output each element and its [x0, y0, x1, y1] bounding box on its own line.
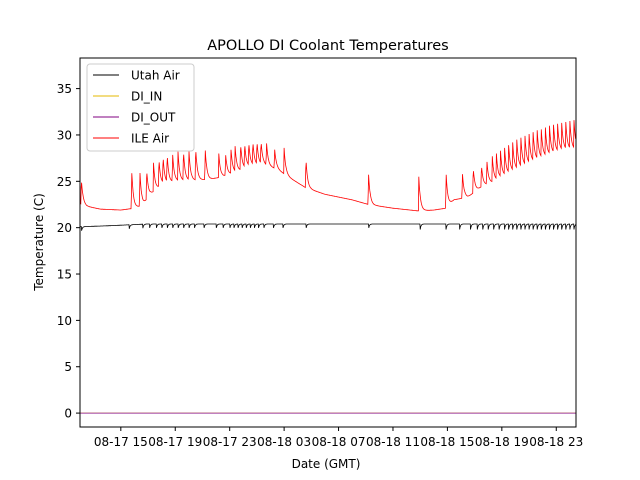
x-tick-label: 08-18 03	[257, 435, 311, 449]
x-tick-label: 08-18 07	[312, 435, 366, 449]
legend-label: ILE Air	[131, 132, 169, 146]
y-axis-label: Temperature (C)	[32, 193, 46, 292]
x-tick-label: 08-18 23	[529, 435, 583, 449]
x-tick-label: 08-17 19	[148, 435, 202, 449]
legend-label: Utah Air	[131, 69, 180, 83]
x-axis: 08-17 15 08-17 19 08-17 23 08-18 03 08-18 07…	[94, 427, 583, 449]
y-tick-label: 0	[64, 407, 72, 421]
y-tick-label: 35	[57, 82, 72, 96]
x-tick-label: 08-18 19	[475, 435, 529, 449]
legend-box	[86, 63, 195, 152]
y-tick-label: 5	[64, 360, 72, 374]
legend-item: DI_OUT	[93, 111, 176, 125]
y-tick-label: 10	[57, 314, 72, 328]
legend-item: ILE Air	[93, 132, 169, 146]
x-tick-label: 08-18 11	[366, 435, 420, 449]
plot-lines	[80, 120, 576, 414]
y-tick-label: 20	[57, 221, 72, 235]
y-tick-label: 25	[57, 175, 72, 189]
y-tick-label: 30	[57, 128, 72, 142]
legend-item: Utah Air	[93, 69, 180, 83]
legend-label: DI_OUT	[131, 111, 176, 125]
chart-title: APOLLO DI Coolant Temperatures	[207, 38, 448, 54]
x-tick-label: 08-17 15	[94, 435, 148, 449]
legend: Utah Air DI_IN DI_OUT ILE Air	[86, 63, 195, 152]
legend-label: DI_IN	[131, 90, 162, 104]
series-line-utah-air	[80, 223, 576, 231]
y-tick-label: 15	[57, 268, 72, 282]
series-line-ile-air	[80, 120, 576, 212]
y-axis: 0 5 10 15 20 25 30 35	[57, 82, 80, 421]
plot-frame	[79, 57, 577, 428]
legend-item: DI_IN	[93, 90, 162, 104]
x-tick-label: 08-18 15	[420, 435, 474, 449]
x-tick-label: 08-17 23	[203, 435, 257, 449]
x-axis-label: Date (GMT)	[292, 457, 361, 471]
